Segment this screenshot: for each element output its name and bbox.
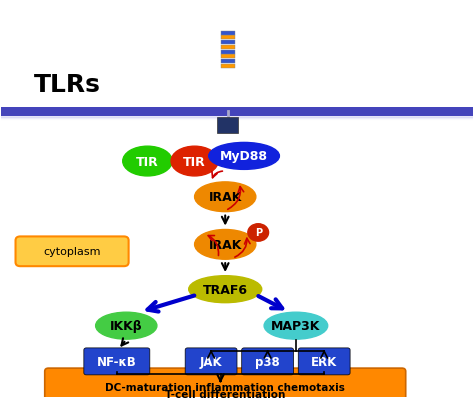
Ellipse shape (195, 230, 256, 259)
Text: T-cell differentiation: T-cell differentiation (165, 389, 285, 399)
Text: p38: p38 (255, 355, 280, 368)
Text: IRAK: IRAK (209, 238, 242, 251)
FancyBboxPatch shape (45, 368, 406, 401)
Ellipse shape (209, 143, 279, 170)
Text: P: P (255, 228, 262, 238)
Circle shape (248, 224, 269, 241)
FancyBboxPatch shape (220, 36, 235, 40)
FancyBboxPatch shape (84, 348, 150, 375)
FancyBboxPatch shape (220, 31, 235, 35)
Text: TRAF6: TRAF6 (203, 283, 248, 296)
FancyBboxPatch shape (220, 65, 235, 69)
Text: IRAK: IRAK (209, 191, 242, 204)
Text: TLRs: TLRs (35, 73, 101, 97)
Ellipse shape (264, 312, 328, 339)
FancyBboxPatch shape (1, 108, 473, 117)
FancyBboxPatch shape (220, 55, 235, 59)
FancyBboxPatch shape (220, 60, 235, 64)
FancyBboxPatch shape (220, 51, 235, 55)
Text: IKKβ: IKKβ (110, 319, 143, 332)
Text: TIR: TIR (183, 155, 206, 168)
Text: cytoplasm: cytoplasm (43, 247, 101, 257)
Ellipse shape (189, 276, 262, 303)
FancyBboxPatch shape (185, 348, 237, 375)
Ellipse shape (171, 147, 218, 176)
Text: ERK: ERK (311, 355, 337, 368)
Text: TIR: TIR (136, 155, 159, 168)
Text: JAK: JAK (200, 355, 222, 368)
FancyBboxPatch shape (217, 118, 238, 134)
FancyBboxPatch shape (16, 237, 128, 267)
Text: MyD88: MyD88 (220, 150, 268, 163)
FancyBboxPatch shape (220, 46, 235, 50)
FancyBboxPatch shape (298, 348, 350, 375)
Text: DC-maturation inflammation chemotaxis: DC-maturation inflammation chemotaxis (105, 382, 345, 392)
Ellipse shape (123, 147, 172, 176)
Ellipse shape (96, 312, 157, 339)
Ellipse shape (195, 182, 256, 212)
FancyBboxPatch shape (220, 41, 235, 45)
Text: NF-κB: NF-κB (97, 355, 137, 368)
Text: MAP3K: MAP3K (271, 319, 320, 332)
FancyBboxPatch shape (242, 348, 293, 375)
